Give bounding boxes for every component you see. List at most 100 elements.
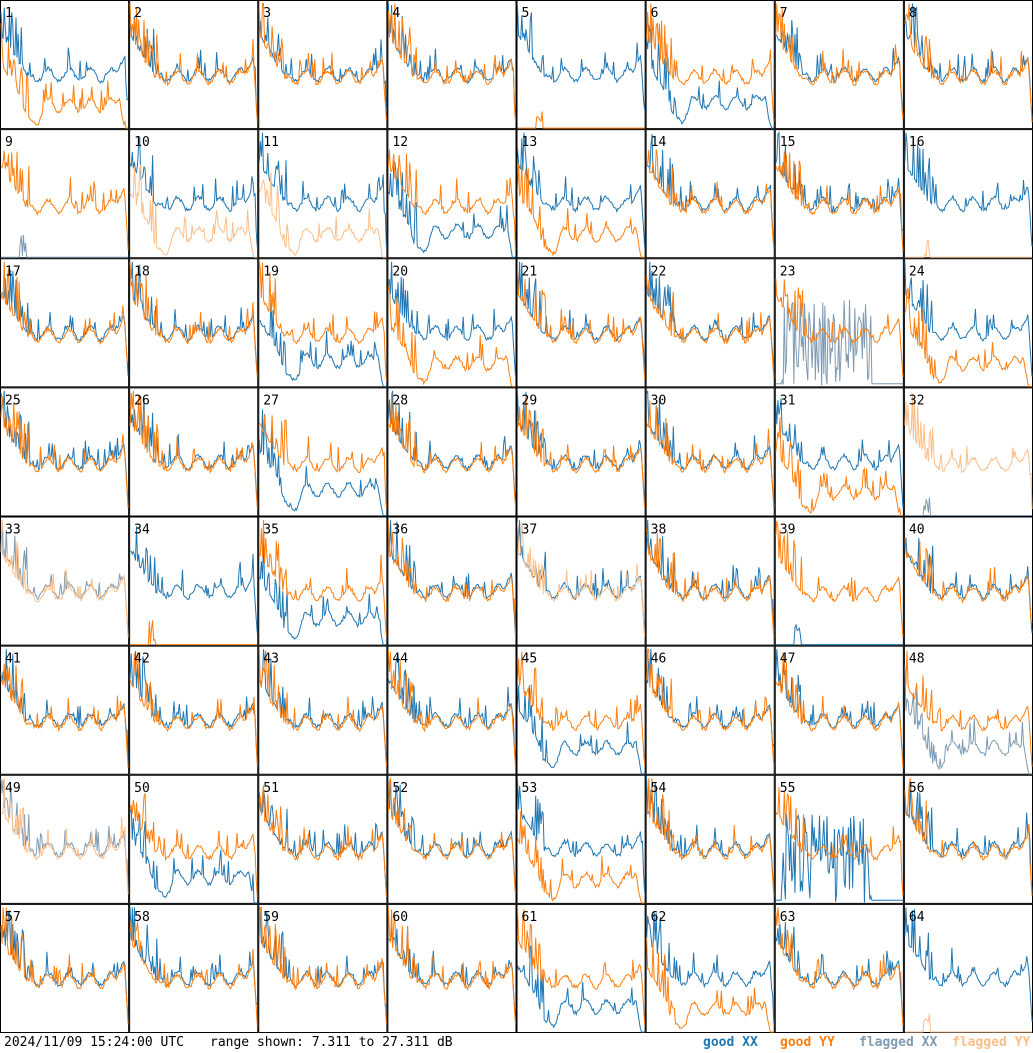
panel-frame xyxy=(774,516,904,646)
panel-frame xyxy=(774,903,904,1033)
panel-label: 61 xyxy=(522,910,538,925)
panel-label: 49 xyxy=(5,781,21,796)
series-yy xyxy=(775,417,903,516)
panel-label: 36 xyxy=(392,523,408,538)
series-yy xyxy=(388,392,516,508)
series-yy xyxy=(129,793,258,898)
panel-label: 4 xyxy=(392,6,400,21)
series-yy xyxy=(646,400,775,507)
panel-label: 57 xyxy=(5,910,21,925)
series-yy xyxy=(904,650,1033,767)
series-yy xyxy=(904,288,1032,387)
panel-label: 33 xyxy=(5,523,21,538)
series-yy xyxy=(129,390,258,508)
legend-flagged-xx: flagged XX xyxy=(859,1035,938,1050)
panel-label: 40 xyxy=(909,523,925,538)
series-yy xyxy=(387,778,516,895)
series-yy xyxy=(0,23,129,129)
series-yy xyxy=(646,149,775,249)
series-xx xyxy=(646,649,775,747)
panel-label: 55 xyxy=(780,781,796,796)
panel-label: 32 xyxy=(909,393,925,408)
panel-label: 56 xyxy=(909,781,925,796)
panel-label: 59 xyxy=(263,910,279,925)
panel-frame xyxy=(774,774,904,904)
series-xx xyxy=(387,161,516,258)
series-yy xyxy=(258,649,387,767)
series-yy xyxy=(129,164,258,258)
series-yy xyxy=(387,3,516,123)
panel-frame xyxy=(258,387,388,517)
panel-label: 21 xyxy=(522,264,538,279)
panel-label: 12 xyxy=(392,135,408,150)
panel-label: 41 xyxy=(5,652,21,667)
series-xx xyxy=(775,649,904,764)
panel-label: 13 xyxy=(522,135,538,150)
panel-label: 45 xyxy=(522,652,538,667)
series-xx xyxy=(646,910,775,1024)
series-xx xyxy=(904,782,1033,892)
range-text: range shown: 7.311 to 27.311 dB xyxy=(210,1035,453,1050)
series-yy xyxy=(775,151,904,252)
series-yy xyxy=(129,919,258,1027)
series-xx xyxy=(0,269,129,376)
series-yy xyxy=(130,620,258,646)
series-xx xyxy=(387,261,516,377)
panel-label: 63 xyxy=(780,910,796,925)
series-xx xyxy=(775,624,903,646)
panel-label: 54 xyxy=(651,781,667,796)
series-xx xyxy=(646,261,775,378)
series-yy xyxy=(904,393,1033,510)
series-yy xyxy=(517,163,645,258)
series-xx xyxy=(0,7,129,101)
series-xx xyxy=(0,649,129,763)
series-xx xyxy=(129,136,258,248)
panel-label: 62 xyxy=(651,910,667,925)
series-xx xyxy=(775,299,903,386)
panel-label: 8 xyxy=(909,6,917,21)
series-yy xyxy=(0,907,129,1025)
series-yy xyxy=(775,278,904,378)
panel-frame xyxy=(0,129,130,259)
panel-frame xyxy=(903,129,1033,259)
panel-label: 24 xyxy=(909,264,925,279)
panel-frame xyxy=(258,516,388,646)
series-yy xyxy=(0,396,129,509)
panel-label: 37 xyxy=(522,523,538,538)
series-yy xyxy=(517,811,645,904)
panel-label: 43 xyxy=(263,652,279,667)
series-yy xyxy=(0,519,129,638)
series-yy xyxy=(775,3,904,119)
footer: 2024/11/09 15:24:00 UTC range shown: 7.3… xyxy=(0,1033,1033,1053)
panel-label: 18 xyxy=(134,264,150,279)
series-xx xyxy=(904,497,1032,516)
series-yy xyxy=(775,786,904,895)
series-xx xyxy=(387,654,516,765)
panel-frame xyxy=(903,0,1033,130)
panel-label: 11 xyxy=(263,135,279,150)
series-yy xyxy=(517,907,646,1025)
series-xx xyxy=(129,805,258,904)
panel-label: 35 xyxy=(263,523,279,538)
series-xx xyxy=(258,539,387,646)
panel-label: 34 xyxy=(134,523,150,538)
series-xx xyxy=(904,132,1033,247)
panel-frame xyxy=(903,645,1033,775)
series-yy xyxy=(904,3,1033,123)
panel-label: 17 xyxy=(5,264,21,279)
panel-label: 53 xyxy=(522,781,538,796)
panel-label: 47 xyxy=(780,652,796,667)
series-yy xyxy=(646,276,775,378)
series-yy xyxy=(904,1013,1032,1033)
panel-label: 26 xyxy=(134,393,150,408)
panel-frame xyxy=(903,774,1033,904)
series-yy xyxy=(517,269,646,380)
series-xx xyxy=(258,132,387,248)
series-yy xyxy=(0,150,129,250)
panel-label: 38 xyxy=(651,523,667,538)
legend-flagged-yy: flagged YY xyxy=(952,1035,1031,1050)
timestamp: 2024/11/09 15:24:00 UTC xyxy=(4,1035,185,1050)
series-yy xyxy=(387,649,516,768)
panel-label: 6 xyxy=(651,6,659,21)
panel-label: 5 xyxy=(522,6,530,21)
